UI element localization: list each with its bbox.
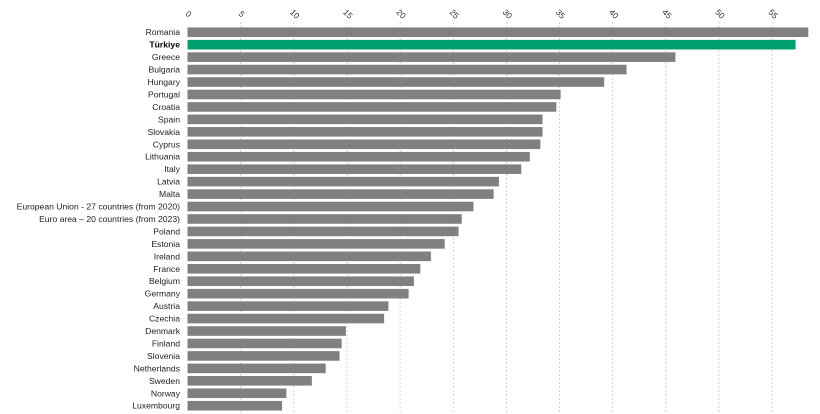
x-tick-label: 25 xyxy=(448,7,462,21)
bar-romania xyxy=(187,27,809,38)
bar-turkiye xyxy=(187,39,796,50)
category-label-romania: Romania xyxy=(146,27,181,37)
category-label-austria: Austria xyxy=(153,301,180,311)
bar-france xyxy=(187,263,421,274)
bar-germany xyxy=(187,288,409,299)
x-tick-label: 10 xyxy=(288,7,302,21)
category-label-italy: Italy xyxy=(164,164,180,174)
bar-portugal xyxy=(187,89,561,100)
x-tick-label: 0 xyxy=(183,9,194,20)
x-tick-label: 35 xyxy=(554,7,568,21)
bar-hungary xyxy=(187,77,605,87)
category-label-belgium: Belgium xyxy=(149,276,180,286)
category-label-poland: Poland xyxy=(153,226,180,236)
category-label-greece: Greece xyxy=(152,52,180,62)
category-label-turkiye: Türkiye xyxy=(149,40,180,50)
bar-latvia xyxy=(187,176,499,187)
category-label-ireland: Ireland xyxy=(154,251,180,261)
bar-slovakia xyxy=(187,127,543,137)
category-label-european-union-27-countries-from-2020: European Union - 27 countries (from 2020… xyxy=(17,202,181,212)
category-labels: Romania Türkiye Greece Bulgaria Hungary Portu… xyxy=(17,27,181,411)
bar-slovenia xyxy=(187,351,340,361)
x-tick-label: 40 xyxy=(607,7,621,21)
category-label-netherlands: Netherlands xyxy=(134,363,180,373)
bars xyxy=(187,27,809,411)
category-label-malta: Malta xyxy=(159,189,180,199)
category-label-euro-area-20-countries-from-2023: Euro area – 20 countries (from 2023) xyxy=(39,214,180,224)
bar-finland xyxy=(187,338,342,349)
x-tick-label: 30 xyxy=(501,7,515,21)
category-label-hungary: Hungary xyxy=(148,77,181,87)
category-label-estonia: Estonia xyxy=(151,239,180,249)
bar-netherlands xyxy=(187,363,326,374)
bar-malta xyxy=(187,189,494,199)
x-tick-label: 55 xyxy=(766,7,780,21)
x-axis-ticks: 0 5 10 15 20 25 30 35 40 45 50 55 xyxy=(183,7,780,21)
category-label-france: France xyxy=(153,264,180,274)
x-tick-label: 15 xyxy=(341,7,355,21)
x-tick-label: 45 xyxy=(660,7,674,21)
bar-greece xyxy=(187,52,676,62)
bar-bulgaria xyxy=(187,64,627,75)
bar-croatia xyxy=(187,102,557,112)
category-label-denmark: Denmark xyxy=(145,326,181,336)
bar-ireland xyxy=(187,251,431,262)
bar-sweden xyxy=(187,376,312,386)
x-tick-label: 50 xyxy=(713,7,727,21)
category-label-croatia: Croatia xyxy=(152,102,180,112)
category-label-slovenia: Slovenia xyxy=(147,351,180,361)
category-label-sweden: Sweden xyxy=(149,376,180,386)
bar-italy xyxy=(187,164,522,174)
bar-european-union-27-countries-from-2020 xyxy=(187,201,474,212)
category-label-spain: Spain xyxy=(158,114,180,124)
category-label-cyprus: Cyprus xyxy=(153,139,180,149)
category-label-czechia: Czechia xyxy=(149,314,180,324)
category-label-portugal: Portugal xyxy=(148,89,180,99)
category-label-luxembourg: Luxembourg xyxy=(132,401,180,411)
bar-spain xyxy=(187,114,543,125)
category-label-latvia: Latvia xyxy=(157,177,180,187)
bar-cyprus xyxy=(187,139,541,150)
category-label-slovakia: Slovakia xyxy=(148,127,181,137)
category-label-finland: Finland xyxy=(152,338,180,348)
x-tick-label: 20 xyxy=(394,7,408,21)
category-label-norway: Norway xyxy=(151,388,181,398)
category-label-germany: Germany xyxy=(145,289,181,299)
bar-austria xyxy=(187,301,389,311)
bar-czechia xyxy=(187,313,385,324)
category-label-bulgaria: Bulgaria xyxy=(148,65,180,75)
bar-poland xyxy=(187,226,459,237)
category-label-lithuania: Lithuania xyxy=(145,152,180,162)
bar-belgium xyxy=(187,276,414,287)
bar-denmark xyxy=(187,326,346,336)
bar-norway xyxy=(187,388,287,399)
bar-luxembourg xyxy=(187,400,283,411)
bar-estonia xyxy=(187,239,445,249)
x-tick-label: 5 xyxy=(237,9,248,20)
bar-lithuania xyxy=(187,151,530,162)
bar-euro-area-20-countries-from-2023 xyxy=(187,214,462,224)
